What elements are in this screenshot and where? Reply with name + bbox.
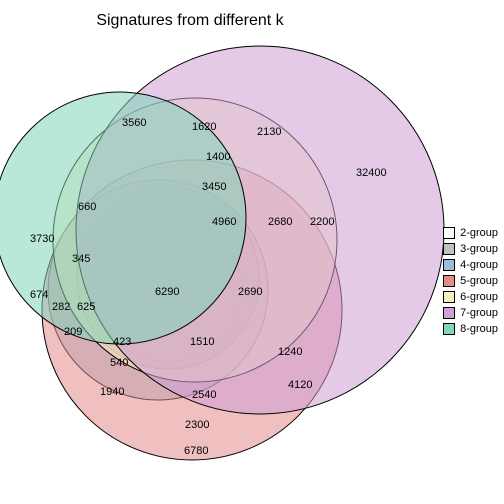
venn-label: 1400	[206, 151, 230, 163]
legend-swatch	[443, 275, 455, 287]
legend-label: 7-group	[460, 307, 498, 319]
venn-label: 4960	[212, 216, 236, 228]
venn-label: 674	[30, 289, 48, 301]
venn-label: 1240	[278, 346, 302, 358]
legend-swatch	[443, 259, 455, 271]
venn-label: 660	[78, 201, 96, 213]
venn-label: 1940	[100, 386, 124, 398]
venn-label: 3730	[30, 233, 54, 245]
venn-label: 209	[64, 326, 82, 338]
legend-swatch	[443, 323, 455, 335]
legend-swatch	[443, 307, 455, 319]
venn-label: 423	[113, 336, 131, 348]
legend-label: 8-group	[460, 323, 498, 335]
venn-label: 6780	[184, 445, 208, 457]
venn-label: 4120	[288, 379, 312, 391]
legend-item: 2-group	[443, 225, 498, 241]
venn-label: 1620	[192, 121, 216, 133]
venn-label: 540	[110, 357, 128, 369]
venn-diagram: 32400 3730 3560 2130 1620 1400 3450 660 4960 2680…	[0, 0, 504, 504]
legend-swatch	[443, 243, 455, 255]
venn-label: 32400	[356, 167, 387, 179]
venn-label: 2690	[238, 286, 262, 298]
legend-swatch	[443, 291, 455, 303]
venn-label: 625	[77, 301, 95, 313]
venn-label: 2300	[185, 419, 209, 431]
legend-item: 5-group	[443, 273, 498, 289]
legend-label: 4-group	[460, 259, 498, 271]
legend-item: 8-group	[443, 321, 498, 337]
venn-label: 6290	[155, 286, 179, 298]
legend-item: 3-group	[443, 241, 498, 257]
venn-label: 282	[52, 301, 70, 313]
venn-label: 2200	[310, 216, 334, 228]
chart-title: Signatures from different k	[0, 12, 380, 30]
legend-label: 5-group	[460, 275, 498, 287]
venn-label: 2680	[268, 216, 292, 228]
legend-item: 4-group	[443, 257, 498, 273]
venn-label: 2130	[257, 126, 281, 138]
legend-label: 2-group	[460, 227, 498, 239]
legend-label: 3-group	[460, 243, 498, 255]
legend-item: 7-group	[443, 305, 498, 321]
legend-label: 6-group	[460, 291, 498, 303]
venn-label: 345	[72, 253, 90, 265]
legend: 2-group 3-group 4-group 5-group 6-group 7-gro…	[443, 225, 498, 337]
legend-item: 6-group	[443, 289, 498, 305]
venn-label: 3450	[202, 181, 226, 193]
legend-swatch	[443, 227, 455, 239]
venn-label: 1510	[190, 336, 214, 348]
venn-label: 2540	[192, 389, 216, 401]
venn-label: 3560	[122, 117, 146, 129]
